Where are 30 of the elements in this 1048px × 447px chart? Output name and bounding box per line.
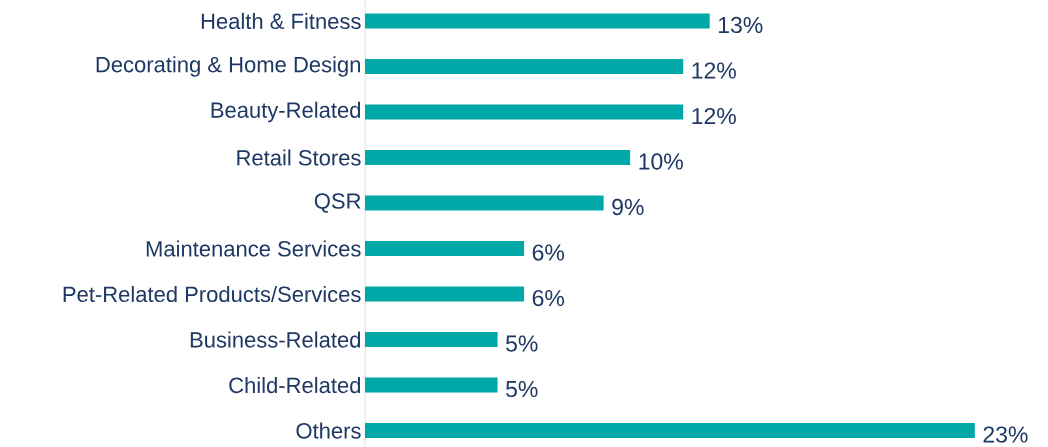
y-tick-label: Others — [296, 422, 361, 439]
data-label: 13% — [718, 16, 763, 34]
y-tick-label: Decorating & Home Design — [96, 56, 360, 77]
bar — [365, 241, 525, 257]
bar — [365, 104, 684, 120]
y-tick-label: QSR — [314, 193, 361, 213]
data-label: 6% — [532, 244, 565, 261]
data-label: 5% — [506, 335, 538, 352]
y-tick-label: Maintenance Services — [146, 240, 361, 257]
bar — [365, 195, 604, 211]
data-label: 12% — [692, 107, 736, 125]
y-tick-label: Business-Related — [190, 331, 361, 348]
bar — [365, 286, 525, 302]
data-label: 23% — [983, 426, 1028, 443]
bar — [365, 377, 498, 393]
bar — [365, 423, 975, 439]
y-tick-label: Pet-Related Products/Services — [63, 285, 361, 303]
data-label: 10% — [639, 153, 683, 170]
bar — [365, 58, 684, 74]
bar — [365, 150, 631, 166]
y-tick-label: Beauty-Related — [211, 101, 361, 123]
data-label: 5% — [506, 380, 538, 398]
data-label: 12% — [692, 62, 736, 79]
y-tick-label: Retail Stores — [237, 149, 361, 166]
data-label: 6% — [532, 289, 565, 307]
y-tick-label: Child-Related — [229, 376, 361, 394]
bar — [365, 332, 498, 348]
bar — [365, 13, 710, 29]
y-tick-label: Health & Fitness — [201, 12, 361, 30]
data-label: 9% — [612, 198, 644, 216]
